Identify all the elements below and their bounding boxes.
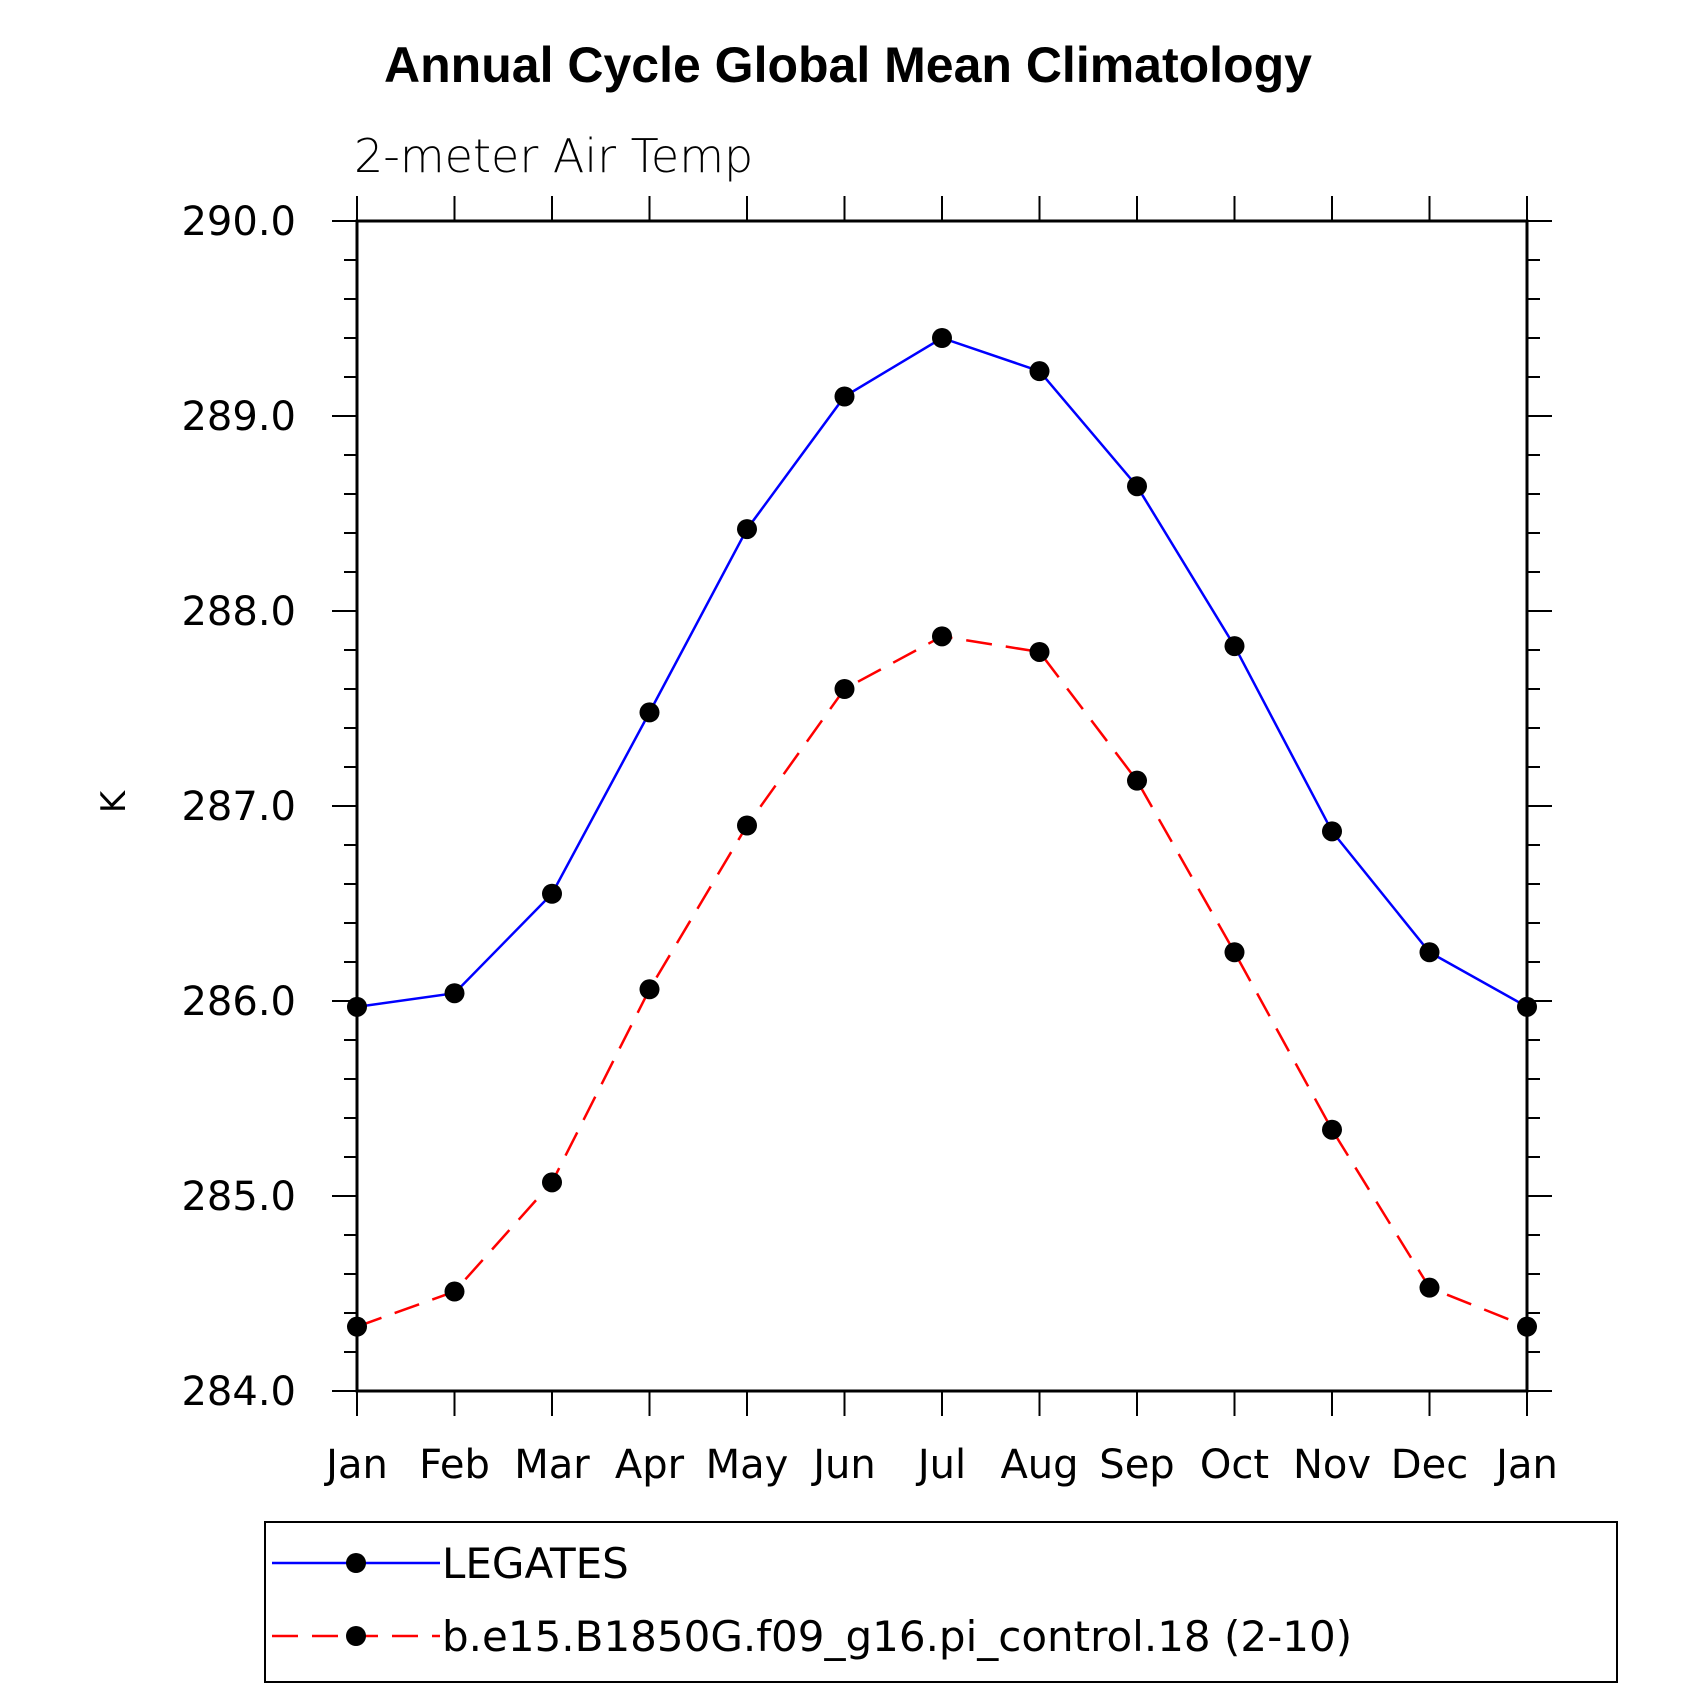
series-2-point bbox=[834, 679, 855, 699]
series-2-point bbox=[932, 626, 952, 647]
x-tick-label: Sep bbox=[1099, 1442, 1174, 1488]
series-2-point bbox=[347, 1316, 367, 1337]
series-2-point bbox=[444, 1281, 465, 1302]
series-2-point bbox=[737, 815, 757, 836]
y-tick-label: 290.0 bbox=[181, 199, 296, 245]
series-1-point bbox=[1127, 476, 1147, 497]
y-tick-label: 289.0 bbox=[181, 394, 296, 440]
series-1-point bbox=[639, 702, 660, 723]
legend-marker-2 bbox=[346, 1626, 366, 1646]
series-line-2 bbox=[356, 635, 1528, 1328]
x-tick-label: Dec bbox=[1391, 1442, 1468, 1488]
series-1-point bbox=[347, 996, 367, 1017]
x-tick-labels: Jan Feb Mar Apr May Jun Jul Aug Sep Oct Nov Dec Jan bbox=[323, 1442, 1558, 1488]
series-1-point bbox=[1517, 996, 1537, 1017]
legend: LEGATES b.e15.B1850G.f09_g16.pi_control.1… bbox=[264, 1521, 1618, 1683]
series-line-1 bbox=[356, 336, 1528, 1009]
series-1-point bbox=[1322, 821, 1342, 842]
y-tick-label: 284.0 bbox=[181, 1369, 296, 1415]
x-tick-label: Jan bbox=[1493, 1442, 1558, 1488]
series-1-point bbox=[1419, 942, 1440, 963]
y-tick-label: 285.0 bbox=[181, 1174, 296, 1220]
series-1-point bbox=[737, 519, 757, 540]
series-2-point bbox=[1322, 1119, 1342, 1140]
series-2-point bbox=[1224, 942, 1245, 963]
y-tick-labels: 284.0 285.0 286.0 287.0 288.0 289.0 290.0 bbox=[181, 199, 296, 1415]
x-tick-label: Jun bbox=[810, 1442, 876, 1488]
x-tick-label: Apr bbox=[615, 1442, 685, 1488]
legend-label-1: LEGATES bbox=[442, 1539, 629, 1588]
x-tick-label: Aug bbox=[1000, 1442, 1078, 1488]
x-tick-label: Jul bbox=[915, 1442, 966, 1488]
legend-marker-1 bbox=[346, 1553, 366, 1573]
x-tick-label: Mar bbox=[514, 1442, 590, 1488]
series-2-point bbox=[1517, 1316, 1537, 1337]
minor-ticks bbox=[344, 259, 1540, 1353]
series-1-point bbox=[932, 328, 952, 348]
series-2-point bbox=[1127, 770, 1147, 791]
series-2-point bbox=[542, 1172, 562, 1193]
y-tick-label: 287.0 bbox=[181, 784, 296, 830]
x-tick-label: Feb bbox=[419, 1442, 490, 1488]
chart-title: Annual Cycle Global Mean Climatology bbox=[384, 37, 1312, 93]
series-1-point bbox=[542, 883, 562, 904]
legend-label-2: b.e15.B1850G.f09_g16.pi_control.18 (2-10… bbox=[442, 1612, 1352, 1661]
chart-subtitle: 2-meter Air Temp bbox=[354, 129, 753, 183]
x-tick-label: May bbox=[706, 1442, 789, 1488]
series-1-point bbox=[1029, 361, 1050, 382]
series-1-point bbox=[1224, 636, 1245, 657]
x-tick-label: Nov bbox=[1293, 1442, 1371, 1488]
y-tick-label: 286.0 bbox=[181, 979, 296, 1025]
series-1-point bbox=[834, 386, 855, 407]
y-tick-label: 288.0 bbox=[181, 589, 296, 635]
x-tick-label: Jan bbox=[323, 1442, 388, 1488]
legend-box bbox=[264, 1521, 1618, 1683]
series-markers bbox=[347, 328, 1537, 1337]
series-lines bbox=[356, 336, 1528, 1328]
x-tick-label: Oct bbox=[1200, 1442, 1269, 1488]
series-2-point bbox=[1029, 641, 1050, 662]
plot-frame bbox=[355, 219, 1529, 1393]
major-ticks bbox=[332, 196, 1552, 1416]
series-1-point bbox=[444, 983, 465, 1004]
legend-entries: LEGATES b.e15.B1850G.f09_g16.pi_control.1… bbox=[272, 1539, 1352, 1661]
y-axis-label: K bbox=[94, 789, 134, 813]
series-2-point bbox=[639, 979, 660, 1000]
series-2-point bbox=[1419, 1277, 1440, 1298]
